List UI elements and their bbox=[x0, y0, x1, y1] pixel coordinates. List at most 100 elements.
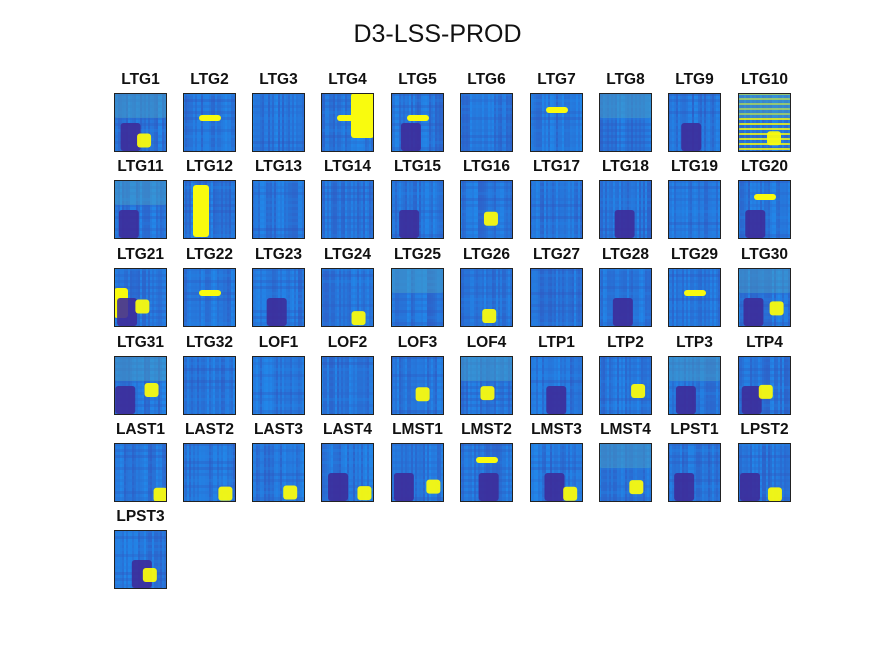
heatmap-band bbox=[252, 204, 305, 207]
heatmap-column bbox=[164, 356, 166, 415]
heatmap-column bbox=[363, 268, 365, 327]
heatmap-column bbox=[325, 180, 327, 239]
heatmap-column bbox=[124, 443, 126, 502]
heatmap-band bbox=[460, 99, 513, 102]
heatmap-column bbox=[756, 443, 758, 502]
heatmap-column bbox=[162, 356, 164, 415]
heatmap-column bbox=[427, 443, 429, 502]
panel-title: LTG13 bbox=[254, 158, 303, 175]
heatmap-column bbox=[562, 180, 564, 239]
heatmap-band bbox=[183, 180, 236, 183]
heatmap-column bbox=[290, 356, 292, 415]
heatmap-band bbox=[460, 455, 513, 458]
heatmap-band bbox=[599, 280, 652, 283]
heatmap-band bbox=[668, 286, 721, 289]
heatmap-column bbox=[333, 356, 335, 415]
heatmap-column bbox=[205, 268, 207, 327]
heatmap-column bbox=[672, 443, 674, 502]
heatmap-column bbox=[288, 93, 290, 152]
heatmap-image bbox=[668, 443, 721, 502]
heatmap-column bbox=[611, 443, 613, 502]
heatmap-blob bbox=[391, 268, 444, 293]
heatmap-column bbox=[423, 356, 425, 415]
heatmap-column bbox=[256, 356, 258, 415]
heatmap-column bbox=[552, 443, 554, 502]
heatmap-column bbox=[187, 443, 189, 502]
heatmap-column bbox=[433, 443, 435, 502]
heatmap-band bbox=[738, 368, 791, 371]
heatmap-column bbox=[716, 356, 718, 415]
heatmap-band bbox=[599, 485, 652, 488]
heatmap-column bbox=[138, 443, 140, 502]
heatmap-column bbox=[706, 356, 708, 415]
heatmap-column bbox=[536, 180, 538, 239]
heatmap-band bbox=[738, 467, 791, 470]
heatmap-column bbox=[740, 93, 742, 152]
heatmap-column bbox=[694, 93, 696, 152]
heatmap-column bbox=[770, 443, 772, 502]
heatmap-column bbox=[698, 93, 700, 152]
heatmap-band bbox=[530, 198, 583, 201]
heatmap-column bbox=[118, 530, 120, 589]
heatmap-column bbox=[752, 356, 754, 415]
heatmap-band bbox=[668, 380, 721, 383]
heatmap-column bbox=[187, 356, 189, 415]
heatmap-column bbox=[629, 356, 631, 415]
heatmap-column bbox=[227, 268, 229, 327]
heatmap-column bbox=[397, 268, 399, 327]
heatmap-panel: LTP4 bbox=[738, 334, 791, 415]
heatmap-column bbox=[470, 268, 472, 327]
heatmap-column bbox=[562, 443, 564, 502]
heatmap-column bbox=[635, 180, 637, 239]
heatmap-column bbox=[480, 443, 482, 502]
heatmap-column bbox=[329, 93, 331, 152]
heatmap-column bbox=[776, 443, 778, 502]
heatmap-column bbox=[742, 443, 744, 502]
heatmap-column bbox=[637, 180, 639, 239]
heatmap-column bbox=[558, 93, 560, 152]
heatmap-column bbox=[162, 268, 164, 327]
heatmap-column bbox=[684, 443, 686, 502]
heatmap-column bbox=[393, 356, 395, 415]
heatmap-column bbox=[498, 180, 500, 239]
heatmap-column bbox=[260, 180, 262, 239]
heatmap-column bbox=[750, 268, 752, 327]
heatmap-band bbox=[460, 304, 513, 307]
heatmap-band bbox=[114, 198, 167, 201]
heatmap-image bbox=[321, 356, 374, 415]
heatmap-column bbox=[700, 180, 702, 239]
heatmap-blob bbox=[426, 479, 441, 494]
heatmap-band bbox=[530, 141, 583, 144]
heatmap-band bbox=[391, 491, 444, 494]
heatmap-band bbox=[321, 105, 374, 108]
heatmap-column bbox=[498, 443, 500, 502]
heatmap-column bbox=[130, 443, 132, 502]
heatmap-column bbox=[548, 356, 550, 415]
heatmap-column bbox=[367, 268, 369, 327]
heatmap-band bbox=[114, 479, 167, 482]
heatmap-column bbox=[254, 356, 256, 415]
panel-title: LTG8 bbox=[606, 71, 645, 88]
heatmap-column bbox=[756, 356, 758, 415]
heatmap-column bbox=[365, 180, 367, 239]
heatmap-column bbox=[331, 443, 333, 502]
heatmap-band bbox=[738, 310, 791, 313]
heatmap-column bbox=[647, 443, 649, 502]
heatmap-column bbox=[154, 180, 156, 239]
heatmap-column bbox=[768, 93, 770, 152]
heatmap-column bbox=[160, 180, 162, 239]
heatmap-band bbox=[460, 117, 513, 120]
heatmap-column bbox=[698, 180, 700, 239]
heatmap-column bbox=[696, 268, 698, 327]
heatmap-band bbox=[460, 141, 513, 144]
heatmap-column bbox=[130, 93, 132, 152]
heatmap-band bbox=[114, 180, 167, 183]
heatmap-column bbox=[670, 443, 672, 502]
panel-title: LMST1 bbox=[392, 421, 443, 438]
heatmap-column bbox=[690, 443, 692, 502]
heatmap-column bbox=[162, 93, 164, 152]
heatmap-column bbox=[221, 180, 223, 239]
heatmap-column bbox=[466, 180, 468, 239]
heatmap-column bbox=[341, 268, 343, 327]
heatmap-band bbox=[599, 93, 652, 96]
